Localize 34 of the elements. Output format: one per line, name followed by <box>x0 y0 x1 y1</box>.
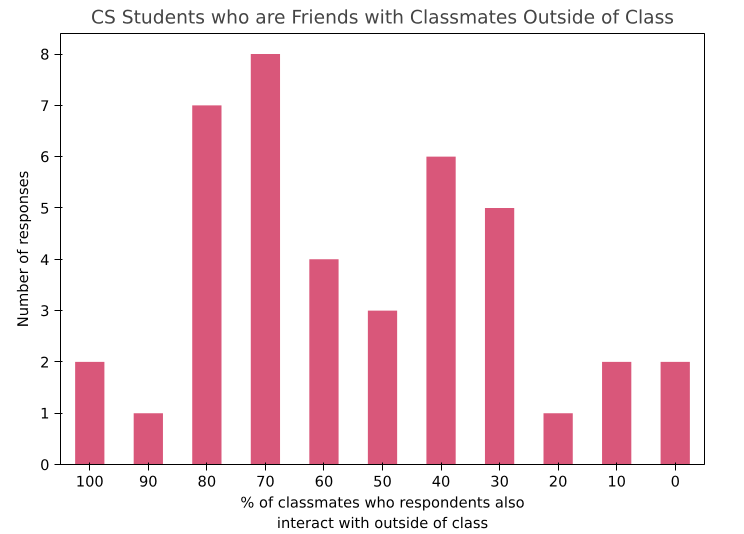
y-tick-label: 0 <box>40 457 50 474</box>
bar <box>426 156 456 464</box>
x-axis-title: % of classmates who respondents also interact with outside of class <box>240 494 525 532</box>
bar <box>484 208 514 464</box>
bar <box>250 54 280 464</box>
bar <box>602 362 632 464</box>
x-tick-label: 100 <box>76 474 104 490</box>
y-tick-label: 7 <box>40 98 50 115</box>
x-tick-label: 90 <box>138 474 158 490</box>
y-tick-label: 1 <box>40 406 50 423</box>
chart-title: CS Students who are Friends with Classmates Outside of Class <box>90 8 674 28</box>
x-tick-label: 60 <box>314 474 334 490</box>
x-tick-label: 70 <box>256 474 275 490</box>
y-tick-label: 6 <box>40 149 50 166</box>
x-tick-label: 80 <box>198 474 216 490</box>
y-tick-label: 3 <box>40 303 50 320</box>
y-tick-label: 2 <box>40 354 50 372</box>
bar <box>368 310 398 464</box>
bar <box>75 362 104 464</box>
x-tick-label: 50 <box>373 474 392 490</box>
x-tick-label: 0 <box>670 474 680 490</box>
bar <box>309 259 339 464</box>
bar <box>134 413 163 464</box>
y-tick-label: 8 <box>40 46 50 64</box>
bar <box>192 105 222 464</box>
bar <box>660 362 690 464</box>
x-tick-label: 30 <box>490 474 509 490</box>
x-tick-label: 20 <box>548 474 568 490</box>
x-tick-label: 40 <box>432 474 450 490</box>
y-tick-label: 5 <box>40 200 50 218</box>
bar <box>544 413 573 464</box>
x-tick-label: 10 <box>607 474 626 490</box>
y-axis-title: Number of responses <box>15 170 32 328</box>
y-tick-label: 4 <box>40 252 50 269</box>
